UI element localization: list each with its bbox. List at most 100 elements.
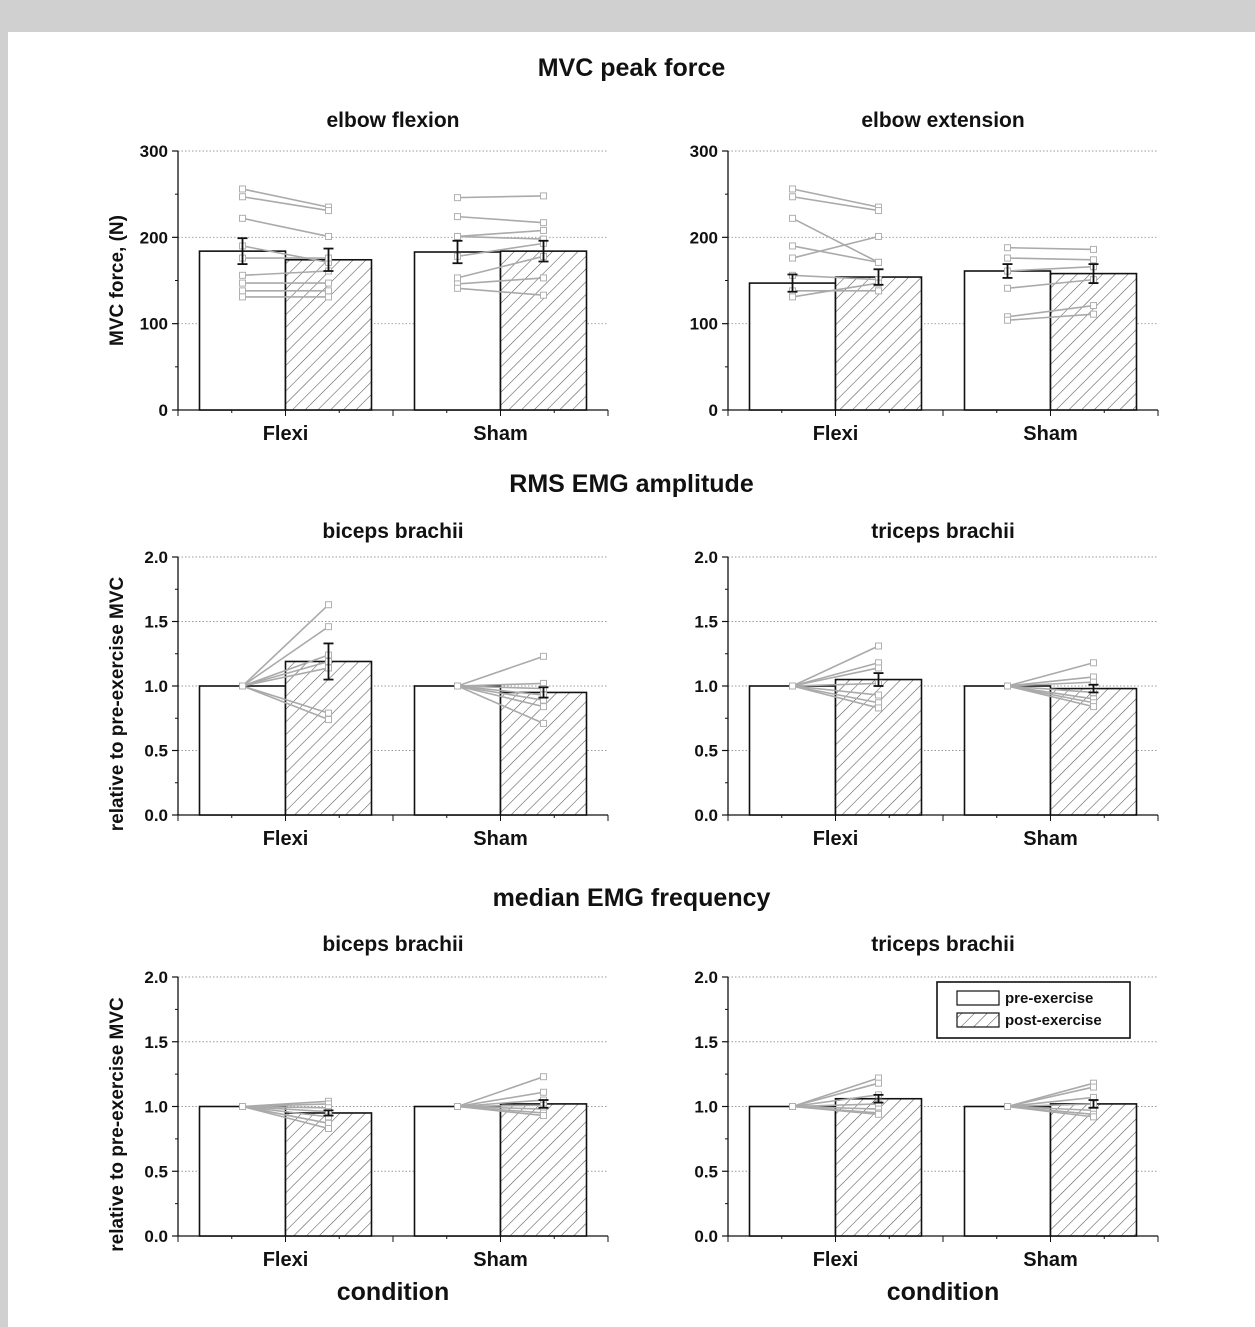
bar-pre-exercise [198,1105,287,1237]
panel-title: triceps brachii [871,520,1015,543]
y-axis-label: relative to pre-exercise MVC [107,997,128,1252]
individual-line [792,217,879,264]
individual-line [1007,257,1094,261]
individual-line [792,685,879,709]
y-tick-label: 2.0 [144,968,168,987]
x-category-label: Sham [473,828,527,850]
individual-point-pre [789,193,796,201]
individual-point-post [1090,310,1097,318]
y-tick-label: 200 [140,228,168,247]
individual-point-post [540,703,547,711]
bar-post-exercise [284,1112,373,1237]
y-tick-label: 2.0 [144,548,168,567]
y-tick-label: 1.0 [144,1098,168,1117]
y-tick-label: 100 [140,315,168,334]
figure-panel: MVC peak force RMS EMG amplitude median … [8,32,1255,1327]
individual-line [457,255,544,279]
y-tick-label: 0 [159,401,168,420]
chart-panel-4: triceps brachii 0.0 0.5 1.0 1.5 2.0 Flexi Sham [694,520,1159,850]
individual-line [1007,1105,1094,1118]
chart-panel-3: biceps brachii 0.0 0.5 1.0 1.5 2.0 Flexi Sham re… [107,520,609,850]
individual-point-post [325,287,332,295]
x-category-label: Flexi [263,423,309,445]
individual-line [457,1075,544,1108]
individual-point-post [875,1110,882,1118]
individual-line [457,195,544,199]
x-category-label: Sham [473,1249,527,1271]
individual-line [792,195,879,212]
individual-line [1007,278,1094,290]
x-category-label: Sham [1023,828,1077,850]
individual-line [242,217,329,238]
individual-point-post [540,219,547,227]
individual-line [457,1105,544,1117]
individual-line [1007,662,1094,687]
individual-line [792,1082,879,1108]
individual-point-pre [454,194,461,202]
individual-point-post [1090,1113,1097,1121]
individual-line [792,245,879,264]
legend-swatch-pre [956,990,1000,1006]
bar-post-exercise [284,660,373,816]
individual-point-post [540,1112,547,1120]
y-tick-label: 2.0 [694,548,718,567]
individual-point-post [540,274,547,282]
individual-line [792,1103,879,1108]
individual-point-post [875,704,882,712]
individual-point-post [540,291,547,299]
x-category-label: Flexi [813,1249,859,1271]
y-tick-label: 1.5 [694,1033,718,1052]
y-axis-label: MVC force, (N) [107,215,128,346]
individual-point-post [325,601,332,609]
x-axis-label: condition [337,1278,449,1306]
individual-line [457,287,544,296]
x-category-label: Sham [1023,423,1077,445]
individual-point-pre [239,185,246,193]
individual-point-post [1090,1083,1097,1091]
individual-line [1007,265,1094,272]
individual-point-post [540,1073,547,1081]
individual-line [242,667,329,687]
panel-title: elbow extension [861,109,1024,132]
panel-title: triceps brachii [871,933,1015,956]
individual-point-pre [789,293,796,301]
figure-canvas: elbow flexion 0 100 200 300 Flexi Sham MVC forc… [107,109,1159,1306]
y-tick-label: 0.5 [694,742,718,761]
individual-point-pre [789,242,796,250]
y-tick-label: 300 [140,142,168,161]
individual-line [457,682,544,687]
section-title-mvc: MVC peak force [537,54,726,82]
bar-pre-exercise [963,270,1052,411]
bar-pre-exercise [413,685,502,816]
individual-point-pre [789,185,796,193]
individual-line [457,242,544,258]
individual-line [242,685,329,714]
individual-line [457,685,544,701]
chart-panel-6: triceps brachii 0.0 0.5 1.0 1.5 2.0 Flexi Sham c… [694,933,1159,1306]
individual-point-post [325,293,332,301]
individual-point-post [325,716,332,724]
chart-panel-5: biceps brachii 0.0 0.5 1.0 1.5 2.0 Flexi Sham re… [107,933,609,1306]
chart-panel-1: elbow flexion 0 100 200 300 Flexi Sham MVC forc… [107,109,609,445]
individual-line [242,1105,329,1118]
individual-line [792,682,879,687]
y-tick-label: 0 [709,401,718,420]
individual-line [792,662,879,687]
individual-point-post [875,258,882,266]
individual-line [792,1094,879,1108]
individual-point-pre [1004,244,1011,252]
individual-point-pre [239,293,246,301]
individual-line [457,1091,544,1108]
individual-point-pre [1004,254,1011,262]
individual-line [457,685,544,708]
y-tick-label: 1.0 [144,677,168,696]
bar-post-exercise [499,1103,588,1237]
individual-line [1007,1096,1094,1108]
individual-line [242,626,329,687]
individual-point-post [325,232,332,240]
individual-point-pre [454,682,461,690]
y-tick-label: 2.0 [694,968,718,987]
individual-line [457,235,544,240]
y-tick-label: 1.0 [694,1098,718,1117]
y-tick-label: 0.5 [144,742,168,761]
